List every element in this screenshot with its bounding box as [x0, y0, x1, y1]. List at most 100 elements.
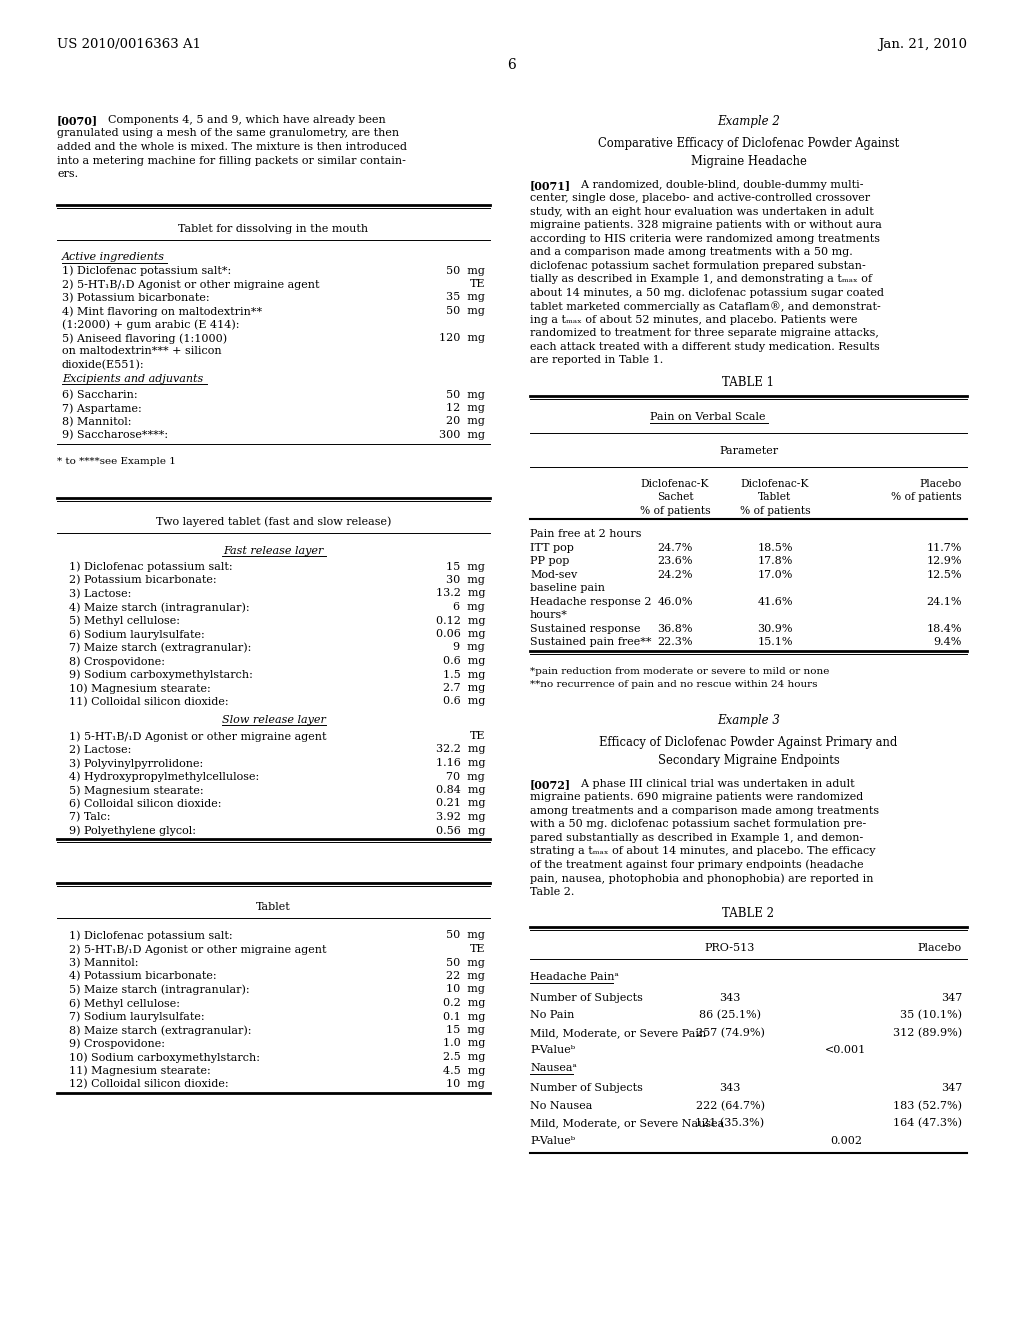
Text: 11.7%: 11.7% [927, 543, 962, 553]
Text: Sustained pain free**: Sustained pain free** [530, 638, 651, 647]
Text: 0.002: 0.002 [830, 1135, 862, 1146]
Text: 17.0%: 17.0% [758, 570, 793, 579]
Text: 5) Aniseed flavoring (1:1000): 5) Aniseed flavoring (1:1000) [62, 333, 227, 343]
Text: Mild, Moderate, or Severe Pain: Mild, Moderate, or Severe Pain [530, 1028, 707, 1038]
Text: 7) Talc:: 7) Talc: [69, 812, 111, 822]
Text: 0.6  mg: 0.6 mg [442, 697, 485, 706]
Text: with a 50 mg. diclofenac potassium sachet formulation pre-: with a 50 mg. diclofenac potassium sache… [530, 820, 866, 829]
Text: Sachet: Sachet [656, 492, 693, 502]
Text: ers.: ers. [57, 169, 78, 180]
Text: <0.001: <0.001 [825, 1045, 866, 1055]
Text: 6: 6 [508, 58, 516, 73]
Text: 9) Polyethylene glycol:: 9) Polyethylene glycol: [69, 825, 196, 836]
Text: 9) Crospovidone:: 9) Crospovidone: [69, 1039, 165, 1049]
Text: 2) 5-HT₁B/₁D Agonist or other migraine agent: 2) 5-HT₁B/₁D Agonist or other migraine a… [62, 279, 319, 289]
Text: and a comparison made among treatments with a 50 mg.: and a comparison made among treatments w… [530, 247, 853, 257]
Text: 36.8%: 36.8% [657, 623, 693, 634]
Text: each attack treated with a different study medication. Results: each attack treated with a different stu… [530, 342, 880, 352]
Text: hours*: hours* [530, 610, 568, 620]
Text: 6) Sodium laurylsulfate:: 6) Sodium laurylsulfate: [69, 630, 205, 640]
Text: 30  mg: 30 mg [446, 576, 485, 585]
Text: 9  mg: 9 mg [454, 643, 485, 652]
Text: 10) Magnesium stearate:: 10) Magnesium stearate: [69, 682, 211, 693]
Text: 7) Aspartame:: 7) Aspartame: [62, 403, 141, 413]
Text: 2) Lactose:: 2) Lactose: [69, 744, 131, 755]
Text: 17.8%: 17.8% [758, 556, 793, 566]
Text: 9) Sodium carboxymethylstarch:: 9) Sodium carboxymethylstarch: [69, 669, 253, 680]
Text: 10  mg: 10 mg [446, 1078, 485, 1089]
Text: 3) Polyvinylpyrrolidone:: 3) Polyvinylpyrrolidone: [69, 758, 203, 768]
Text: Slow release layer: Slow release layer [221, 715, 326, 725]
Text: A phase III clinical trial was undertaken in adult: A phase III clinical trial was undertake… [574, 779, 855, 789]
Text: Tablet: Tablet [256, 902, 291, 912]
Text: diclofenac potassium sachet formulation prepared substan-: diclofenac potassium sachet formulation … [530, 261, 865, 271]
Text: 24.7%: 24.7% [657, 543, 692, 553]
Text: 50  mg: 50 mg [446, 389, 485, 400]
Text: 4) Maize starch (intragranular):: 4) Maize starch (intragranular): [69, 602, 250, 612]
Text: No Pain: No Pain [530, 1010, 574, 1020]
Text: *pain reduction from moderate or severe to mild or none: *pain reduction from moderate or severe … [530, 667, 829, 676]
Text: 35  mg: 35 mg [446, 293, 485, 302]
Text: 46.0%: 46.0% [657, 597, 693, 607]
Text: 0.84  mg: 0.84 mg [435, 785, 485, 795]
Text: 4.5  mg: 4.5 mg [442, 1065, 485, 1076]
Text: 222 (64.7%): 222 (64.7%) [695, 1101, 765, 1111]
Text: 3) Lactose:: 3) Lactose: [69, 589, 131, 599]
Text: **no recurrence of pain and no rescue within 24 hours: **no recurrence of pain and no rescue wi… [530, 680, 817, 689]
Text: 1.16  mg: 1.16 mg [435, 758, 485, 768]
Text: 50  mg: 50 mg [446, 957, 485, 968]
Text: 8) Maize starch (extragranular):: 8) Maize starch (extragranular): [69, 1026, 252, 1036]
Text: 0.6  mg: 0.6 mg [442, 656, 485, 667]
Text: Diclofenac-K: Diclofenac-K [641, 479, 710, 488]
Text: 12  mg: 12 mg [446, 403, 485, 413]
Text: Comparative Efficacy of Diclofenac Powder Against: Comparative Efficacy of Diclofenac Powde… [598, 136, 899, 149]
Text: 86 (25.1%): 86 (25.1%) [699, 1010, 761, 1020]
Text: migraine patients. 690 migraine patients were randomized: migraine patients. 690 migraine patients… [530, 792, 863, 803]
Text: 0.1  mg: 0.1 mg [442, 1011, 485, 1022]
Text: 24.2%: 24.2% [657, 570, 693, 579]
Text: 0.12  mg: 0.12 mg [435, 615, 485, 626]
Text: 18.4%: 18.4% [927, 623, 962, 634]
Text: 6) Colloidal silicon dioxide:: 6) Colloidal silicon dioxide: [69, 799, 221, 809]
Text: [0070]: [0070] [57, 115, 98, 125]
Text: 6) Methyl cellulose:: 6) Methyl cellulose: [69, 998, 180, 1008]
Text: 1.5  mg: 1.5 mg [442, 669, 485, 680]
Text: 300  mg: 300 mg [439, 430, 485, 440]
Text: on maltodextrin*** + silicon: on maltodextrin*** + silicon [62, 346, 221, 356]
Text: pain, nausea, photophobia and phonophobia) are reported in: pain, nausea, photophobia and phonophobi… [530, 874, 873, 884]
Text: (1:2000) + gum arabic (E 414):: (1:2000) + gum arabic (E 414): [62, 319, 240, 330]
Text: Secondary Migraine Endpoints: Secondary Migraine Endpoints [657, 755, 840, 767]
Text: 22.3%: 22.3% [657, 638, 693, 647]
Text: Mod-sev: Mod-sev [530, 570, 578, 579]
Text: Tablet: Tablet [759, 492, 792, 502]
Text: 12.5%: 12.5% [927, 570, 962, 579]
Text: 7) Maize starch (extragranular):: 7) Maize starch (extragranular): [69, 643, 251, 653]
Text: 8) Crospovidone:: 8) Crospovidone: [69, 656, 165, 667]
Text: 1) Diclofenac potassium salt*:: 1) Diclofenac potassium salt*: [62, 265, 231, 276]
Text: 343: 343 [719, 993, 740, 1003]
Text: 13.2  mg: 13.2 mg [435, 589, 485, 598]
Text: TE: TE [469, 279, 485, 289]
Text: 24.1%: 24.1% [927, 597, 962, 607]
Text: about 14 minutes, a 50 mg. diclofenac potassium sugar coated: about 14 minutes, a 50 mg. diclofenac po… [530, 288, 884, 298]
Text: Efficacy of Diclofenac Powder Against Primary and: Efficacy of Diclofenac Powder Against Pr… [599, 735, 898, 748]
Text: Parameter: Parameter [719, 446, 778, 457]
Text: P-Valueᵇ: P-Valueᵇ [530, 1045, 575, 1055]
Text: Active ingredients: Active ingredients [62, 252, 165, 263]
Text: Pain free at 2 hours: Pain free at 2 hours [530, 529, 641, 539]
Text: 15.1%: 15.1% [758, 638, 793, 647]
Text: 2) 5-HT₁B/₁D Agonist or other migraine agent: 2) 5-HT₁B/₁D Agonist or other migraine a… [69, 944, 327, 954]
Text: of the treatment against four primary endpoints (headache: of the treatment against four primary en… [530, 859, 863, 870]
Text: 0.2  mg: 0.2 mg [442, 998, 485, 1008]
Text: Tablet for dissolving in the mouth: Tablet for dissolving in the mouth [178, 223, 369, 234]
Text: 121 (35.3%): 121 (35.3%) [695, 1118, 765, 1129]
Text: 4) Hydroxypropylmethylcellulose:: 4) Hydroxypropylmethylcellulose: [69, 771, 259, 781]
Text: 50  mg: 50 mg [446, 306, 485, 315]
Text: 0.06  mg: 0.06 mg [435, 630, 485, 639]
Text: 347: 347 [941, 1084, 962, 1093]
Text: % of patients: % of patients [891, 492, 962, 502]
Text: 347: 347 [941, 993, 962, 1003]
Text: 183 (52.7%): 183 (52.7%) [893, 1101, 962, 1111]
Text: No Nausea: No Nausea [530, 1101, 592, 1110]
Text: Headache response 2: Headache response 2 [530, 597, 651, 607]
